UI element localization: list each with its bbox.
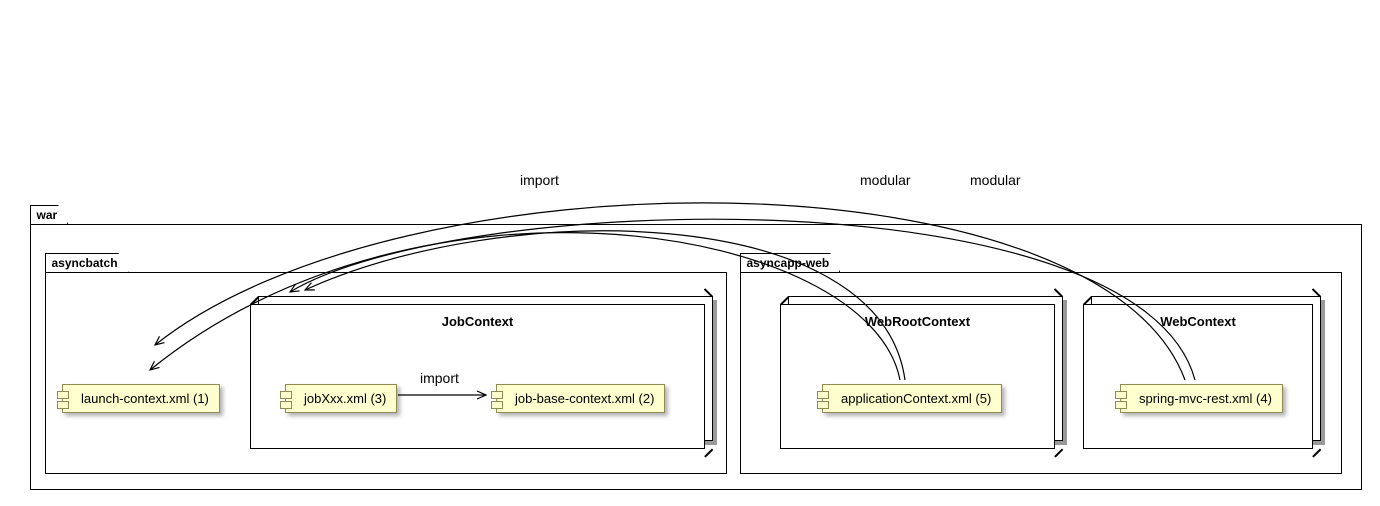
import-label-top: import bbox=[520, 172, 559, 188]
war-label: war bbox=[30, 205, 69, 224]
jobcontext-node: JobContext bbox=[250, 304, 705, 449]
launch-context-component: launch-context.xml (1) bbox=[62, 384, 220, 413]
modular-label-1: modular bbox=[860, 172, 911, 188]
webcontext-title: WebContext bbox=[1083, 314, 1313, 329]
asyncbatch-label: asyncbatch bbox=[45, 253, 129, 272]
webroot-title: WebRootContext bbox=[780, 314, 1055, 329]
webroot-node: WebRootContext bbox=[780, 304, 1055, 449]
jobcontext-title: JobContext bbox=[250, 314, 705, 329]
appcontext-component: applicationContext.xml (5) bbox=[822, 384, 1002, 413]
webcontext-node: WebContext bbox=[1083, 304, 1313, 449]
springmvc-component: spring-mvc-rest.xml (4) bbox=[1120, 384, 1283, 413]
import-label-inner: import bbox=[420, 370, 459, 386]
jobbase-component: job-base-context.xml (2) bbox=[496, 384, 665, 413]
asyncapp-web-label: asyncapp-web bbox=[740, 253, 841, 272]
jobxxx-component: jobXxx.xml (3) bbox=[285, 384, 397, 413]
modular-label-2: modular bbox=[970, 172, 1021, 188]
